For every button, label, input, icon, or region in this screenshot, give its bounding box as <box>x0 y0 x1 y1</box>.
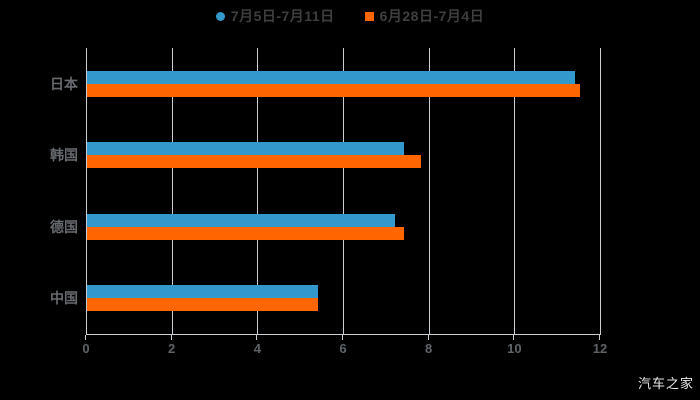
legend-item-0[interactable]: 7月5日-7月11日 <box>215 6 335 26</box>
x-axis-ticks <box>85 335 600 340</box>
x-tick-0 <box>85 335 86 340</box>
bar-中国-6月28日-7月4日[interactable] <box>87 298 319 312</box>
legend-item-1[interactable]: 6月28日-7月4日 <box>364 6 485 26</box>
category-label-3: 中国 <box>50 290 78 307</box>
bar-日本-6月28日-7月4日[interactable] <box>87 83 580 97</box>
bar-德国-6月28日-7月4日[interactable] <box>87 226 404 240</box>
gridline-10 <box>514 48 516 334</box>
category-label-2: 德国 <box>50 218 78 235</box>
bar-中国-7月5日-7月11日[interactable] <box>87 285 319 299</box>
legend-label: 7月5日-7月11日 <box>230 8 335 24</box>
x-label-8: 8 <box>425 341 433 356</box>
chart-legend: 7月5日-7月11日 6月28日-7月4日 <box>0 6 700 26</box>
bar-日本-7月5日-7月11日[interactable] <box>87 70 576 84</box>
x-tick-12 <box>599 335 600 340</box>
gridline-6 <box>343 48 344 334</box>
x-label-10: 10 <box>507 341 522 356</box>
category-label-0: 日本 <box>50 75 78 92</box>
category-axis: 日本 韩国 德国 中国 <box>0 48 78 334</box>
legend-label: 6月28日-7月4日 <box>379 8 485 24</box>
bar-bands <box>87 48 601 334</box>
bar-group-2 <box>87 191 601 263</box>
x-tick-2 <box>170 335 172 340</box>
x-tick-4 <box>256 335 258 340</box>
x-tick-6 <box>342 335 343 340</box>
gridline-4 <box>257 48 259 334</box>
legend-square-marker <box>364 11 374 21</box>
x-label-0: 0 <box>82 341 90 356</box>
bar-group-1 <box>87 120 601 192</box>
legend-circle-marker <box>215 11 225 21</box>
category-label-1: 韩国 <box>50 147 78 164</box>
watermark: 汽车之家 <box>637 376 694 391</box>
bar-group-0 <box>87 48 601 120</box>
bar-韩国-7月5日-7月11日[interactable] <box>87 142 404 156</box>
bar-德国-7月5日-7月11日[interactable] <box>87 213 396 227</box>
x-label-4: 4 <box>253 341 261 356</box>
x-label-6: 6 <box>339 341 347 356</box>
x-label-2: 2 <box>168 341 176 356</box>
x-tick-10 <box>513 335 515 340</box>
gridline-2 <box>171 48 173 334</box>
x-axis-labels: 0 2 4 6 8 10 12 <box>82 341 607 357</box>
gridline-12 <box>600 48 601 334</box>
bar-韩国-6月28日-7月4日[interactable] <box>87 155 422 169</box>
plot-area <box>86 48 601 335</box>
gridline-8 <box>428 48 430 334</box>
x-label-12: 12 <box>592 341 608 356</box>
x-tick-8 <box>427 335 429 340</box>
bar-group-3 <box>87 263 601 335</box>
